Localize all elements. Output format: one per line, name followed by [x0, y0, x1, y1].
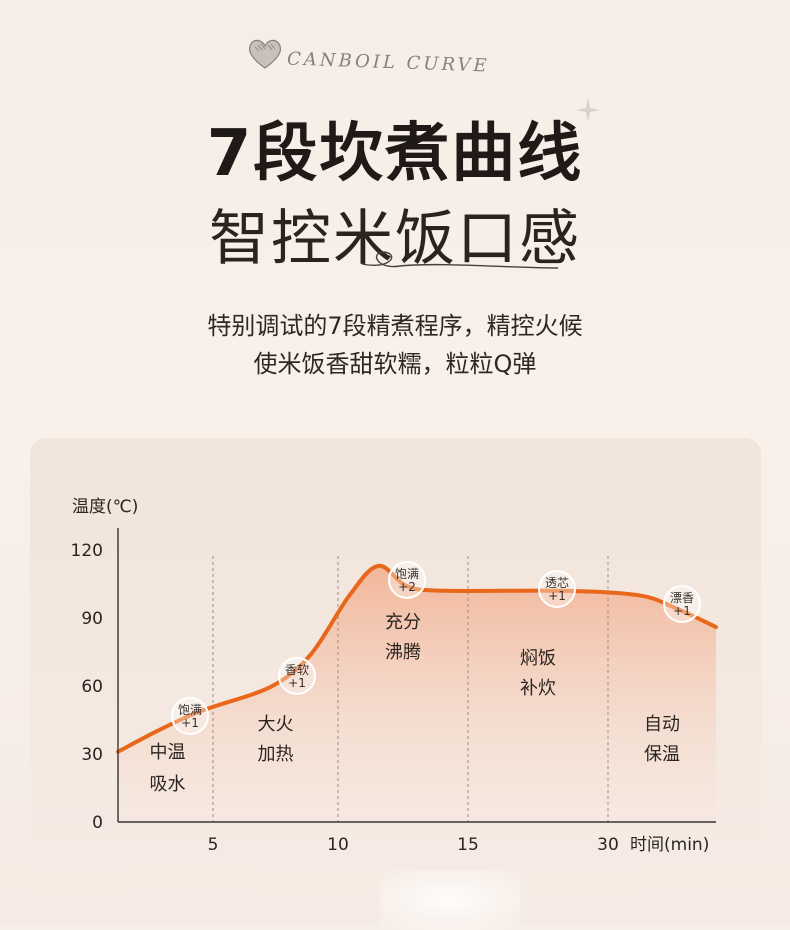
- y-tick-label: 60: [81, 677, 103, 697]
- badge-bubble: [388, 561, 426, 599]
- badge-value: +1: [181, 716, 199, 730]
- badge-bubble: [171, 697, 209, 735]
- sparkle-icon: [576, 98, 600, 122]
- badge-value: +2: [398, 580, 416, 594]
- badge-value: +1: [288, 676, 306, 690]
- y-tick-label: 30: [81, 745, 103, 765]
- curve-area-fill: [118, 565, 716, 822]
- badge-bubble: [538, 570, 576, 608]
- stage-label-line1: 中温: [150, 742, 186, 763]
- x-tick-label: 5: [208, 835, 219, 855]
- heart-icon: [248, 39, 282, 69]
- temperature-curve-line: [116, 563, 718, 754]
- x-tick-label: 30: [597, 835, 619, 855]
- stage-label-line2: 吸水: [150, 774, 186, 795]
- stage-label-line2: 沸腾: [385, 642, 421, 663]
- stage-label-line2: 补炊: [520, 678, 556, 699]
- badge-bubble: [278, 657, 316, 695]
- badge-bubble: [663, 585, 701, 623]
- y-axis-label: 温度(℃): [72, 497, 138, 517]
- stage-label-line1: 自动: [644, 714, 680, 735]
- badge-value: +1: [548, 589, 566, 603]
- x-axis-label: 时间(min): [630, 835, 709, 855]
- badge-name: 香软: [285, 663, 309, 677]
- stage-label-line2: 加热: [258, 744, 294, 765]
- swash-decoration: [361, 251, 559, 269]
- badge-name: 漂香: [670, 591, 694, 605]
- badge-value: +1: [673, 604, 691, 618]
- sub-title: 智控米饭口感: [209, 204, 581, 274]
- stage-label-line1: 焖饭: [520, 648, 556, 669]
- y-tick-label: 120: [71, 541, 103, 561]
- description-line-2: 使米饭香甜软糯，粒粒Q弹: [253, 350, 537, 378]
- main-title: 7段坎煮曲线: [206, 117, 584, 191]
- stage-label-line1: 充分: [385, 612, 421, 633]
- description-line-1: 特别调试的7段精煮程序，精控火候: [207, 312, 583, 340]
- badge-name: 饱满: [178, 702, 202, 717]
- x-tick-label: 10: [327, 835, 349, 855]
- stage-label-line1: 大火: [258, 714, 294, 735]
- stage-label-line2: 保温: [644, 744, 680, 765]
- badge-name: 饱满: [395, 566, 419, 581]
- badge-name: 透芯: [545, 576, 569, 590]
- x-tick-label: 15: [457, 835, 479, 855]
- brand-logo: CANBOIL CURVE: [245, 30, 515, 80]
- y-tick-label: 90: [81, 609, 103, 629]
- y-tick-label: 0: [92, 813, 103, 833]
- light-glow: [380, 870, 520, 930]
